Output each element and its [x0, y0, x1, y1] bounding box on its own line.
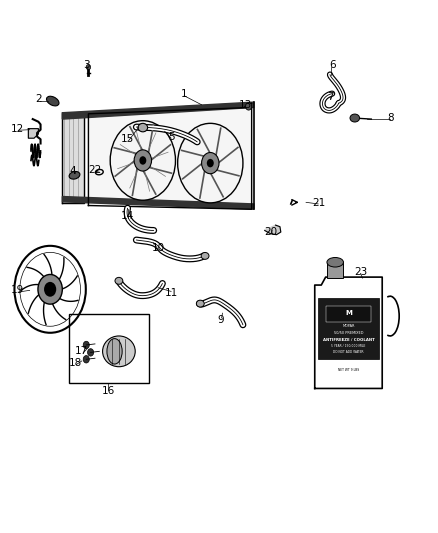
Polygon shape: [265, 225, 281, 235]
Ellipse shape: [115, 277, 123, 284]
Text: 2: 2: [35, 94, 42, 104]
Ellipse shape: [138, 123, 148, 132]
Polygon shape: [28, 128, 39, 138]
Text: 21: 21: [312, 198, 326, 208]
Bar: [327, 262, 343, 278]
Text: MOPAR: MOPAR: [342, 324, 355, 328]
Ellipse shape: [107, 338, 122, 364]
Text: NET WT 9 LBS: NET WT 9 LBS: [338, 368, 359, 372]
Text: 5: 5: [168, 132, 174, 142]
Text: 19: 19: [11, 285, 25, 295]
Text: 18: 18: [69, 358, 82, 368]
Text: 9: 9: [218, 314, 225, 325]
Text: 8: 8: [388, 113, 394, 123]
Circle shape: [110, 120, 176, 200]
Ellipse shape: [350, 114, 360, 122]
Text: M: M: [345, 310, 352, 316]
Text: 5 YEAR / 150,000 MILE: 5 YEAR / 150,000 MILE: [331, 344, 366, 348]
Ellipse shape: [327, 257, 343, 267]
Text: 10: 10: [152, 243, 165, 253]
Ellipse shape: [201, 253, 209, 260]
Text: 14: 14: [121, 211, 134, 221]
Circle shape: [201, 152, 219, 174]
Text: 7: 7: [327, 92, 333, 102]
Text: 4: 4: [70, 166, 77, 176]
Circle shape: [38, 274, 62, 304]
Text: 23: 23: [354, 267, 367, 277]
Text: 22: 22: [88, 165, 102, 175]
Text: 20: 20: [265, 227, 278, 237]
Text: ANTIFREEZE / COOLANT: ANTIFREEZE / COOLANT: [323, 338, 374, 342]
Bar: [325, 306, 371, 322]
Text: 16: 16: [101, 386, 115, 396]
Text: 13: 13: [238, 100, 252, 110]
Circle shape: [207, 159, 214, 167]
Circle shape: [139, 156, 146, 165]
Text: 11: 11: [165, 288, 178, 298]
Circle shape: [88, 349, 94, 356]
Polygon shape: [62, 197, 254, 209]
Ellipse shape: [102, 336, 135, 367]
Circle shape: [246, 103, 252, 110]
Polygon shape: [62, 102, 254, 119]
Circle shape: [44, 282, 56, 297]
Polygon shape: [62, 113, 84, 203]
Circle shape: [86, 64, 91, 70]
Text: 17: 17: [75, 346, 88, 357]
Text: 12: 12: [11, 124, 25, 134]
Text: 6: 6: [329, 60, 336, 70]
Circle shape: [83, 356, 89, 363]
Text: DO NOT ADD WATER: DO NOT ADD WATER: [333, 350, 364, 354]
Circle shape: [178, 123, 243, 203]
Text: 1: 1: [181, 89, 187, 99]
Ellipse shape: [196, 300, 204, 307]
Ellipse shape: [46, 96, 59, 106]
Circle shape: [134, 150, 152, 171]
Ellipse shape: [69, 172, 80, 179]
Text: 50/50 PREMIXED: 50/50 PREMIXED: [334, 331, 363, 335]
Circle shape: [83, 341, 89, 349]
Polygon shape: [88, 108, 252, 209]
Bar: [318, 298, 379, 359]
Text: 15: 15: [121, 134, 134, 144]
Text: 3: 3: [83, 60, 89, 70]
Polygon shape: [315, 277, 382, 389]
Bar: [69, 314, 149, 383]
